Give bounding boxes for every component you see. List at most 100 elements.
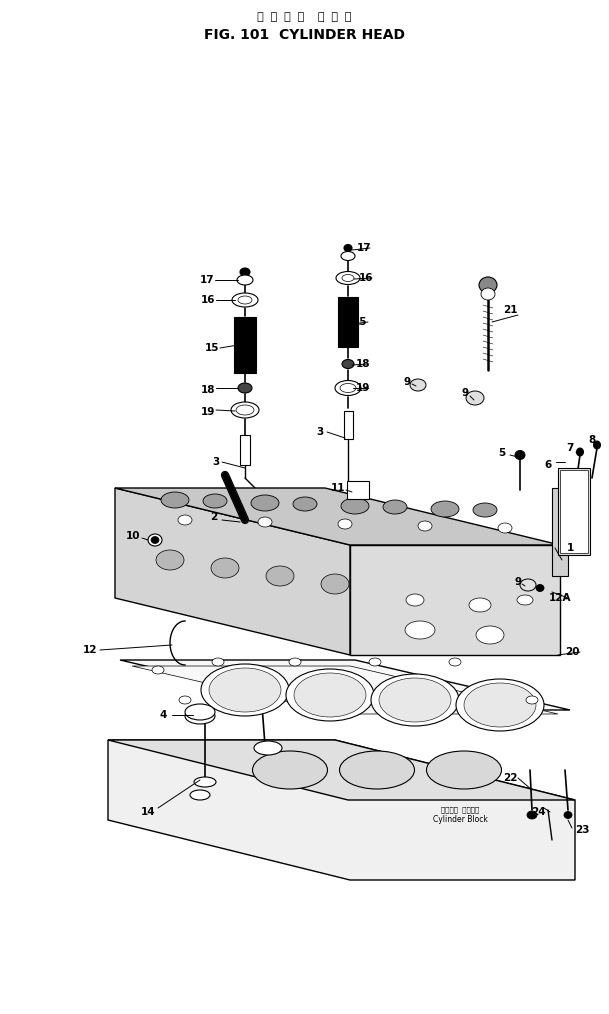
Text: シ リ ン ダ  ヘ ッ ド: シ リ ン ダ ヘ ッ ド <box>257 12 351 22</box>
Ellipse shape <box>286 669 374 721</box>
Text: 19: 19 <box>356 383 370 393</box>
Ellipse shape <box>148 534 162 546</box>
Polygon shape <box>552 488 568 576</box>
Ellipse shape <box>238 296 252 304</box>
Text: 3: 3 <box>316 427 323 437</box>
Ellipse shape <box>344 244 352 251</box>
Ellipse shape <box>293 497 317 511</box>
Polygon shape <box>558 468 590 555</box>
Text: 18: 18 <box>201 385 215 395</box>
Ellipse shape <box>449 658 461 666</box>
Polygon shape <box>120 660 570 710</box>
Ellipse shape <box>294 673 366 717</box>
Ellipse shape <box>232 293 258 307</box>
Ellipse shape <box>342 275 354 282</box>
Ellipse shape <box>238 383 252 393</box>
Ellipse shape <box>456 679 544 731</box>
Text: 10: 10 <box>125 531 140 541</box>
Ellipse shape <box>161 492 189 508</box>
Text: 22: 22 <box>503 773 517 783</box>
Text: 12A: 12A <box>549 593 571 603</box>
Text: 23: 23 <box>575 825 590 835</box>
Ellipse shape <box>231 402 259 418</box>
Text: 4: 4 <box>160 710 167 720</box>
Text: 17: 17 <box>357 243 371 254</box>
Text: シリンダ ブロック: シリンダ ブロック <box>441 807 479 813</box>
Bar <box>240 435 250 465</box>
Ellipse shape <box>321 574 349 594</box>
Ellipse shape <box>253 751 328 789</box>
Ellipse shape <box>517 595 533 605</box>
Polygon shape <box>350 545 560 655</box>
Text: 18: 18 <box>356 359 370 369</box>
Ellipse shape <box>190 790 210 800</box>
Ellipse shape <box>383 500 407 514</box>
Ellipse shape <box>335 380 361 395</box>
Polygon shape <box>132 666 558 714</box>
Ellipse shape <box>178 515 192 525</box>
Ellipse shape <box>156 550 184 570</box>
Ellipse shape <box>236 405 254 415</box>
Text: 11: 11 <box>331 483 345 493</box>
Text: 9: 9 <box>515 577 521 587</box>
Text: 2: 2 <box>210 512 217 522</box>
Polygon shape <box>108 740 575 880</box>
Ellipse shape <box>577 448 583 456</box>
Ellipse shape <box>498 523 512 533</box>
Ellipse shape <box>201 664 289 716</box>
Bar <box>234 317 256 373</box>
Ellipse shape <box>240 268 250 276</box>
Polygon shape <box>115 488 560 545</box>
Polygon shape <box>108 740 575 800</box>
Text: 12: 12 <box>83 645 97 655</box>
Ellipse shape <box>289 658 301 666</box>
Text: 7: 7 <box>566 443 574 453</box>
Ellipse shape <box>209 668 281 712</box>
Ellipse shape <box>536 584 544 591</box>
Ellipse shape <box>426 751 501 789</box>
Text: 15: 15 <box>353 317 367 327</box>
Ellipse shape <box>185 704 215 720</box>
Text: 24: 24 <box>530 807 545 817</box>
Ellipse shape <box>212 658 224 666</box>
Text: 8: 8 <box>588 435 596 445</box>
Polygon shape <box>560 470 588 553</box>
Text: 9: 9 <box>462 388 468 399</box>
Text: 15: 15 <box>205 343 219 353</box>
Ellipse shape <box>469 598 491 612</box>
Ellipse shape <box>418 521 432 531</box>
Text: 14: 14 <box>141 807 155 817</box>
Polygon shape <box>115 488 350 655</box>
Ellipse shape <box>473 503 497 517</box>
Ellipse shape <box>520 579 536 591</box>
Ellipse shape <box>405 621 435 639</box>
Ellipse shape <box>254 741 282 755</box>
Bar <box>347 481 369 499</box>
Ellipse shape <box>466 391 484 405</box>
Ellipse shape <box>341 251 355 261</box>
Ellipse shape <box>194 777 216 787</box>
Ellipse shape <box>564 811 572 818</box>
Bar <box>338 297 358 347</box>
Ellipse shape <box>431 501 459 517</box>
Ellipse shape <box>339 751 415 789</box>
Ellipse shape <box>515 450 525 459</box>
Text: FIG. 101  CYLINDER HEAD: FIG. 101 CYLINDER HEAD <box>203 28 404 42</box>
Ellipse shape <box>526 696 538 704</box>
Ellipse shape <box>258 517 272 527</box>
Ellipse shape <box>406 594 424 606</box>
Text: 20: 20 <box>565 647 579 657</box>
Ellipse shape <box>266 566 294 586</box>
Ellipse shape <box>342 360 354 368</box>
Ellipse shape <box>203 494 227 508</box>
Text: 19: 19 <box>201 407 215 417</box>
Ellipse shape <box>410 379 426 391</box>
Ellipse shape <box>211 558 239 578</box>
Ellipse shape <box>336 272 360 285</box>
Text: 3: 3 <box>213 457 220 467</box>
Ellipse shape <box>338 519 352 529</box>
Ellipse shape <box>179 696 191 704</box>
Ellipse shape <box>527 811 537 819</box>
Ellipse shape <box>151 536 159 544</box>
Text: 1: 1 <box>566 544 574 553</box>
